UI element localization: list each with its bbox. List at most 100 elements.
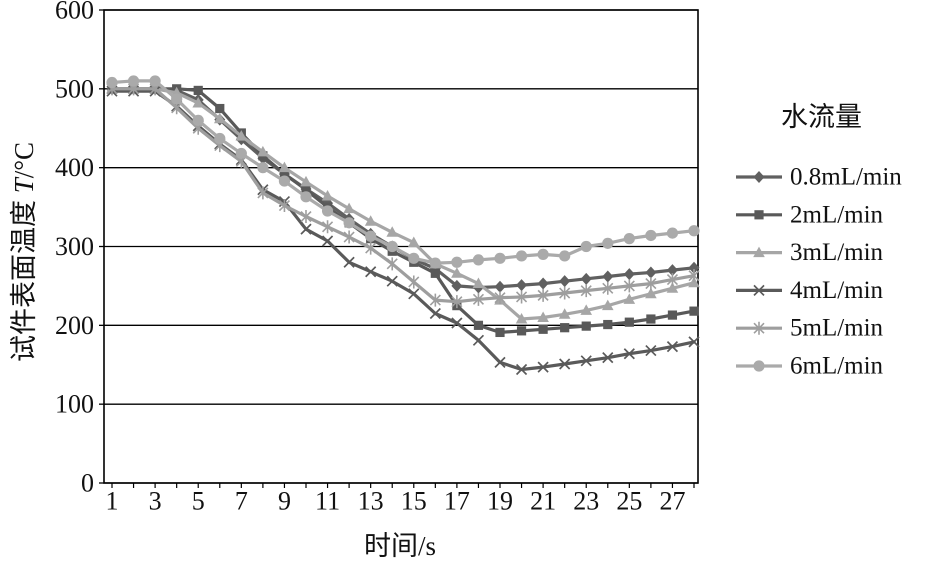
point-5ml-min-10 — [300, 210, 312, 224]
point-4ml-min-19 — [494, 356, 506, 368]
point-2ml-min-25 — [624, 317, 634, 327]
series-0-8ml-min — [106, 82, 700, 294]
point-4ml-min-12 — [343, 256, 355, 268]
point-4ml-min-16 — [429, 307, 441, 320]
legend-item-4ml-min: 4mL/min — [736, 277, 884, 304]
point-2ml-min-21 — [538, 324, 548, 334]
y-tick-label-500: 500 — [55, 74, 94, 103]
point-4ml-min-26 — [645, 344, 657, 357]
point-4ml-min-17 — [451, 317, 463, 329]
point-3ml-min-8 — [257, 145, 269, 157]
y-tick-label-300: 300 — [55, 232, 94, 261]
legend-item-6ml-min: 6mL/min — [736, 353, 884, 380]
point-5ml-min-19 — [494, 291, 506, 305]
x-tick-label-17: 17 — [444, 487, 470, 516]
point-4ml-min-28 — [688, 336, 700, 348]
point-4ml-min-25 — [623, 348, 635, 360]
point-4ml-min-27 — [666, 341, 679, 353]
point-0-8ml-min-24 — [602, 270, 614, 283]
point-6ml-min-16 — [429, 257, 441, 269]
point-3ml-min-23 — [580, 304, 593, 315]
y-axis-label: 试件表面温度 T/°C — [9, 142, 39, 362]
point-3ml-min-7 — [235, 130, 248, 141]
point-6ml-min-4 — [171, 93, 183, 105]
point-2ml-min-5 — [193, 85, 203, 96]
point-2ml-min-19 — [495, 327, 505, 338]
point-4ml-min-24 — [602, 352, 614, 364]
x-axis-label: 时间/s — [364, 531, 436, 561]
x-tick-label-13: 13 — [358, 487, 384, 516]
point-2ml-min-24 — [603, 319, 613, 330]
grid: 0 100 200 300 400 500 600 — [55, 0, 698, 498]
point-6ml-min-27 — [666, 227, 679, 239]
point-6ml-min-22 — [559, 250, 571, 262]
point-5ml-min-16 — [429, 293, 441, 307]
legend-item-3ml-min: 3mL/min — [736, 239, 884, 266]
x-tick-label-11: 11 — [315, 487, 340, 516]
legend-item-5ml-min: 5mL/min — [736, 315, 884, 342]
x-tick-label-15: 15 — [401, 487, 427, 516]
series-line-5ml-min — [110, 87, 696, 304]
axes: 1 3 5 7 9 11 13 15 17 19 21 23 25 27 — [103, 9, 699, 516]
point-3ml-min-5 — [192, 97, 205, 108]
x-tick-label-27: 27 — [659, 487, 685, 516]
point-5ml-min-18 — [472, 292, 485, 306]
point-4ml-min-15 — [408, 288, 420, 300]
point-3ml-min-26 — [645, 287, 657, 299]
point-5ml-min-13 — [365, 241, 377, 255]
y-tick-label-0: 0 — [81, 469, 94, 498]
legend-label-3ml-min: 3mL/min — [790, 239, 884, 266]
point-6ml-min-9 — [278, 175, 291, 187]
legend-marker-4ml-min — [753, 284, 765, 297]
legend-marker-3ml-min — [753, 246, 765, 258]
point-2ml-min-18 — [473, 320, 484, 330]
point-6ml-min-8 — [257, 162, 269, 174]
x-tick-label-3: 3 — [149, 487, 162, 516]
point-0-8ml-min-20 — [516, 279, 528, 292]
point-5ml-min-11 — [321, 220, 334, 234]
point-2ml-min-28 — [689, 306, 699, 316]
legend-label-0-8ml-min: 0.8mL/min — [790, 164, 902, 191]
point-6ml-min-10 — [300, 191, 312, 203]
point-6ml-min-24 — [602, 237, 614, 249]
series-4ml-min — [106, 85, 700, 376]
point-2ml-min-22 — [560, 323, 570, 333]
point-2ml-min-9 — [279, 169, 290, 179]
y-tick-label-100: 100 — [55, 390, 94, 419]
point-2ml-min-23 — [581, 321, 591, 331]
point-0-8ml-min-19 — [494, 280, 506, 293]
y-tick-label-600: 600 — [55, 0, 94, 25]
point-6ml-min-14 — [386, 240, 398, 253]
point-3ml-min-17 — [451, 267, 463, 278]
point-5ml-min-22 — [559, 286, 571, 300]
x-tick-label-25: 25 — [616, 487, 642, 516]
point-4ml-min-18 — [472, 334, 485, 346]
point-3ml-min-12 — [343, 202, 355, 214]
point-5ml-min-9 — [278, 199, 291, 213]
point-0-8ml-min-22 — [559, 275, 571, 288]
point-6ml-min-11 — [321, 205, 334, 217]
point-3ml-min-11 — [321, 190, 334, 201]
point-5ml-min-21 — [537, 288, 549, 302]
point-6ml-min-26 — [645, 229, 657, 242]
y-axis-label-variable: T — [9, 176, 39, 193]
point-5ml-min-27 — [666, 273, 679, 287]
point-6ml-min-18 — [472, 254, 485, 266]
point-3ml-min-9 — [278, 161, 291, 173]
x-tick-label-21: 21 — [530, 487, 556, 516]
point-0-8ml-min-27 — [666, 264, 678, 277]
series-6ml-min — [106, 75, 700, 269]
y-axis-label-unit: /°C — [9, 142, 39, 178]
series-line-6ml-min — [110, 79, 696, 265]
point-3ml-min-6 — [213, 112, 226, 124]
legend-title: 水流量 — [781, 102, 862, 132]
point-2ml-min-26 — [646, 314, 656, 324]
point-4ml-min-13 — [365, 266, 377, 278]
point-6ml-min-1 — [106, 76, 118, 89]
point-3ml-min-21 — [537, 311, 549, 322]
legend-item-0-8ml-min: 0.8mL/min — [736, 164, 902, 191]
point-6ml-min-6 — [214, 132, 226, 145]
point-4ml-min-14 — [386, 275, 398, 287]
point-5ml-min-24 — [602, 281, 614, 295]
